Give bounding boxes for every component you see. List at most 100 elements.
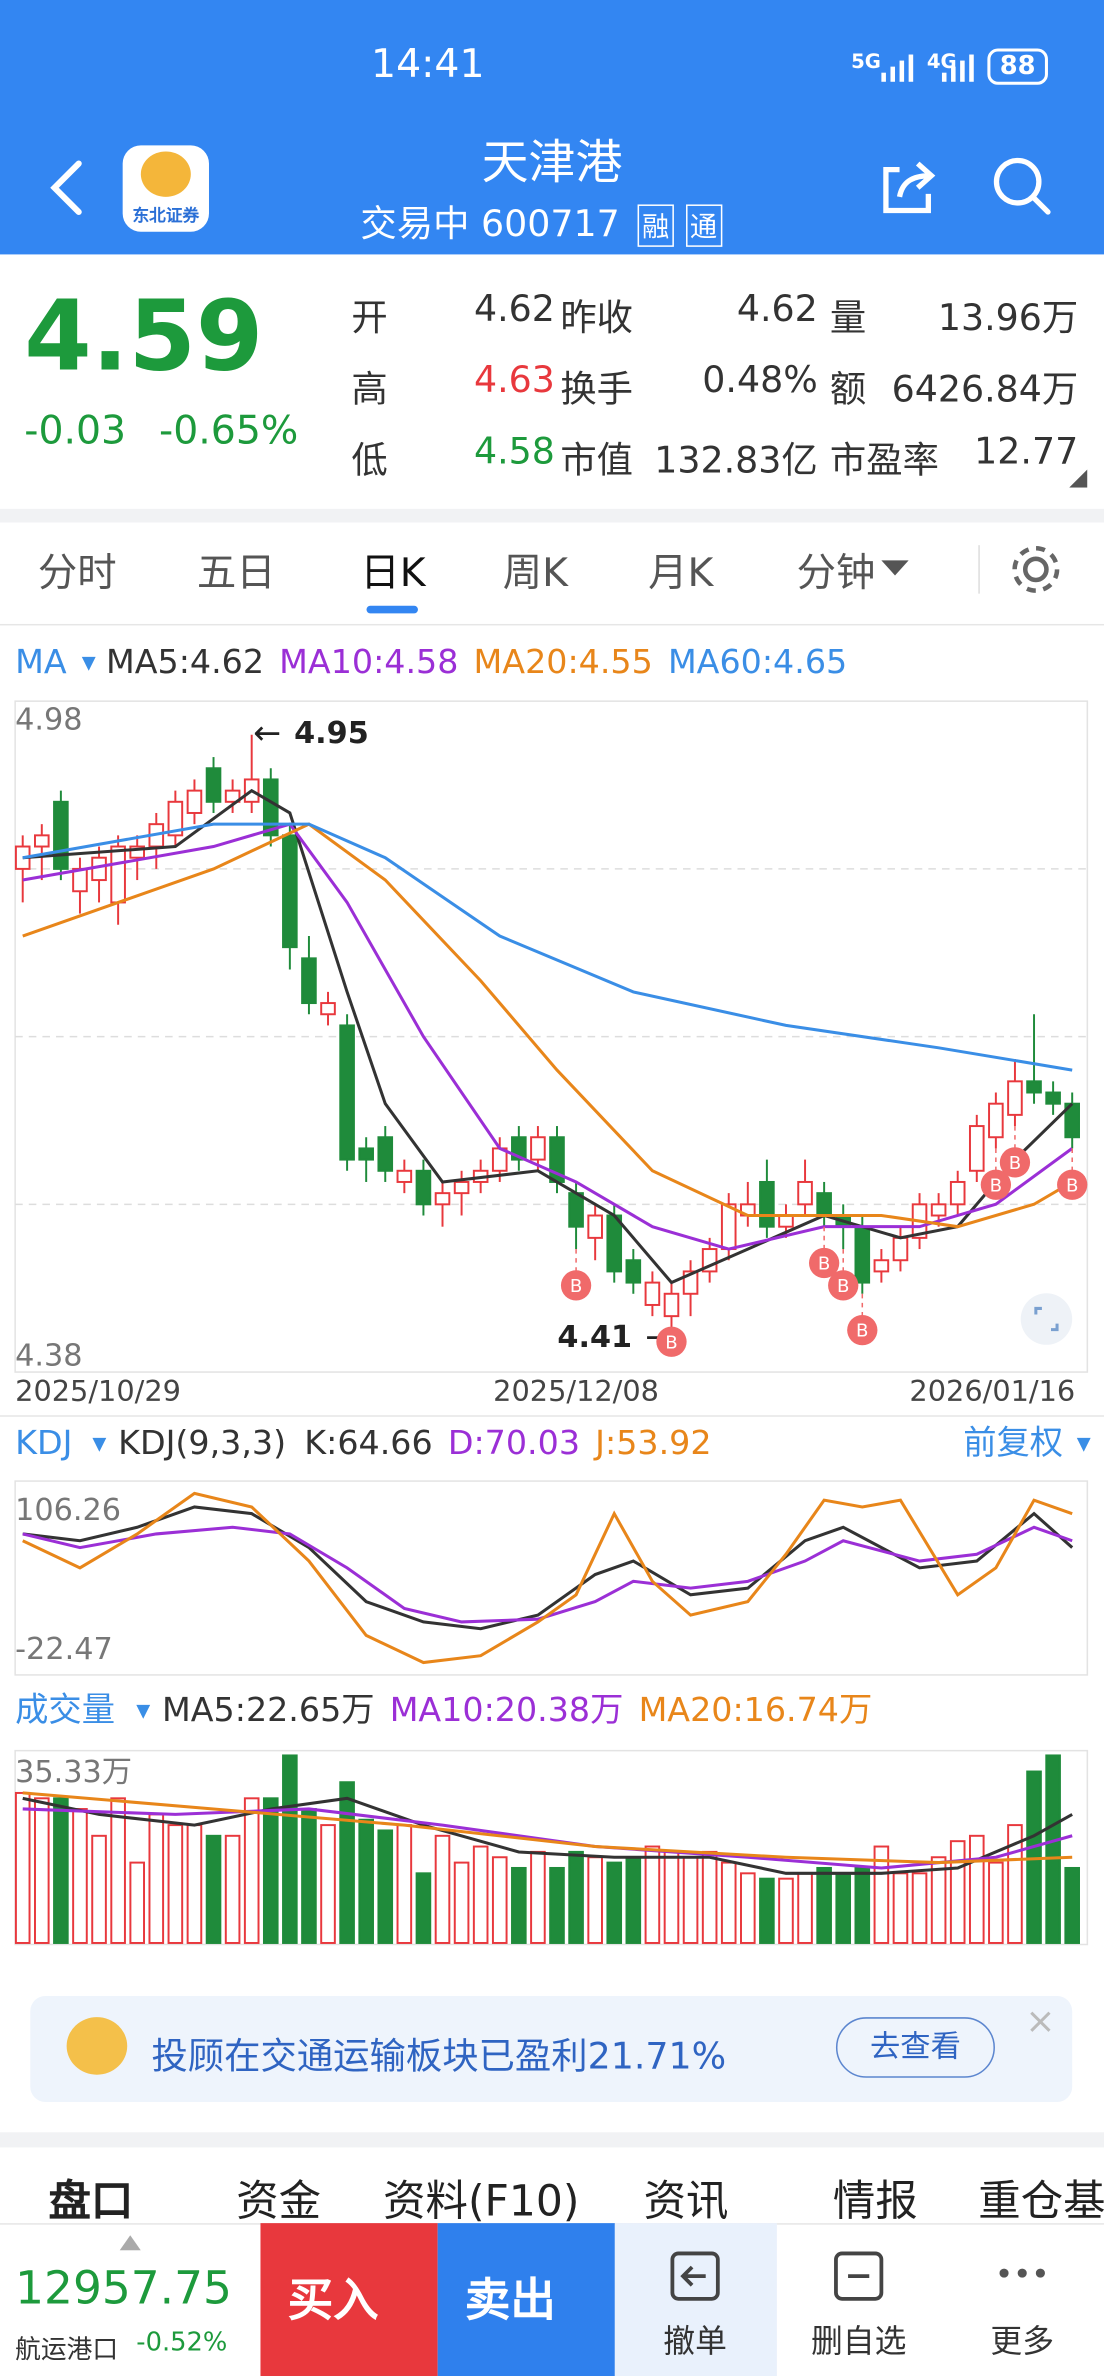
x-tick-label: 2025/10/29: [15, 1374, 181, 1408]
candle-body: [949, 1180, 966, 1206]
search-button[interactable]: [990, 154, 1054, 218]
candle-body: [568, 1192, 584, 1228]
candle-body: [110, 845, 126, 904]
volume-bar: [243, 1797, 260, 1944]
volume-bar: [530, 1850, 546, 1944]
indicator-line: [22, 822, 1073, 1072]
buy-signal: [1057, 1169, 1088, 1200]
tab-active[interactable]: 日K: [360, 551, 426, 597]
tab-underline: [366, 605, 418, 614]
volume-bar: [606, 1861, 623, 1944]
banner-text: 投顾在交通运输板块已盈利21.71%: [151, 2035, 727, 2078]
volume-bar: [720, 1861, 737, 1944]
quote-stat: 6426.84万: [891, 367, 1079, 411]
volume-bar: [415, 1872, 432, 1944]
tab[interactable]: 分时: [37, 551, 117, 597]
buy-signal-label: B: [856, 1321, 868, 1342]
candle-body: [129, 845, 146, 859]
index-name[interactable]: 航运港口: [15, 2335, 119, 2366]
volume-bar: [911, 1872, 928, 1944]
volume-bar: [587, 1856, 603, 1944]
more-icon[interactable]: [993, 2263, 1051, 2284]
separator: [0, 2132, 1104, 2148]
settings-button[interactable]: [1009, 542, 1064, 597]
sell-button[interactable]: [437, 2223, 615, 2376]
volume-bar: [701, 1850, 718, 1944]
section-tab[interactable]: 资料(F10): [383, 2176, 580, 2227]
adjust-mode[interactable]: 前复权: [963, 1423, 1063, 1462]
last-price: 4.59: [24, 281, 264, 394]
section-tab[interactable]: 资讯: [643, 2176, 729, 2227]
candle-body: [778, 1214, 794, 1228]
tab[interactable]: 分钟: [796, 551, 876, 597]
candle-body: [33, 834, 50, 848]
action-label[interactable]: 撤单: [663, 2323, 727, 2360]
remove-watch-icon[interactable]: [830, 2247, 888, 2305]
buy-button[interactable]: [260, 2223, 438, 2376]
y-tick-label: 35.33万: [15, 1755, 132, 1790]
tab[interactable]: 五日: [196, 551, 276, 597]
quote-stat: 市值: [560, 439, 634, 482]
volume-bar: [377, 1829, 394, 1944]
indicator-line: [22, 1491, 1073, 1665]
index-value[interactable]: 12957.75: [15, 2262, 232, 2316]
up-arrow: [119, 2235, 141, 2251]
dropdown-arrow: ▼: [92, 1434, 106, 1455]
volume-bar: [968, 1834, 985, 1944]
tab[interactable]: 月K: [648, 551, 714, 597]
legend-item: MA5:22.65万: [162, 1690, 375, 1729]
section-tab[interactable]: 资金: [236, 2176, 322, 2227]
buy-label: 买入: [287, 2274, 379, 2328]
volume-bar: [33, 1797, 50, 1944]
quote-stat: 额: [829, 367, 867, 411]
legend-item: MA60:4.65: [668, 642, 847, 681]
x-tick-label: 2026/01/16: [909, 1374, 1075, 1408]
quote-stat: 4.62: [474, 287, 555, 331]
index-change[interactable]: -0.52%: [136, 2327, 228, 2358]
signal-icon: [941, 54, 974, 82]
banner-icon: [66, 2017, 128, 2075]
candle-body: [873, 1259, 890, 1273]
action-label[interactable]: 更多: [990, 2323, 1055, 2360]
fullscreen-button[interactable]: [1020, 1293, 1073, 1345]
fullscreen-icon: [1034, 1306, 1059, 1332]
volume-bar: [339, 1781, 355, 1944]
promo-banner[interactable]: 投顾在交通运输板块已盈利21.71% 去查看: [30, 1995, 1073, 2102]
quote-stat: 昨收: [560, 296, 634, 340]
volume-bar: [491, 1856, 508, 1944]
share-button[interactable]: [878, 157, 939, 218]
section-tab[interactable]: 重仓基: [978, 2176, 1104, 2227]
legend-item: MA20:16.74万: [639, 1690, 873, 1729]
kdj-label[interactable]: KDJ: [15, 1423, 72, 1462]
kdj-frame: [14, 1480, 1089, 1676]
volume-label[interactable]: 成交量: [15, 1690, 115, 1729]
banner-button[interactable]: 去查看: [835, 2017, 995, 2078]
sell-label: 卖出: [464, 2274, 556, 2328]
quote-stat: 4.62: [736, 287, 818, 331]
section-tab[interactable]: 情报: [832, 2176, 918, 2227]
ma-label[interactable]: MA: [15, 642, 67, 681]
stock-subtitle: 交易中 600717 融 通: [360, 194, 722, 247]
volume-bar: [854, 1866, 871, 1944]
dropdown-arrow: [881, 560, 909, 576]
expand-corner[interactable]: [1069, 469, 1088, 488]
volume-bar: [892, 1872, 909, 1944]
back-button[interactable]: [42, 157, 87, 218]
x-tick-label: 2025/12/08: [493, 1374, 659, 1408]
tab[interactable]: 周K: [502, 551, 568, 597]
volume-bar: [663, 1850, 680, 1944]
volume-bar: [72, 1808, 88, 1944]
volume-bar: [129, 1861, 146, 1944]
price-change-pct: -0.65%: [159, 408, 299, 455]
status-time: 14:41: [371, 42, 485, 88]
section-tab[interactable]: 盘口: [48, 2176, 134, 2227]
quote-stat: 量: [829, 296, 867, 340]
annotation-arrow: ←: [253, 713, 281, 752]
signal-icon: [881, 54, 914, 82]
action-label[interactable]: 删自选: [810, 2323, 907, 2360]
y-tick-label: -22.47: [15, 1632, 113, 1667]
close-button[interactable]: [1027, 2008, 1054, 2035]
candle-body: [625, 1259, 642, 1284]
buy-signal: [847, 1314, 878, 1346]
candle-body: [587, 1214, 603, 1239]
